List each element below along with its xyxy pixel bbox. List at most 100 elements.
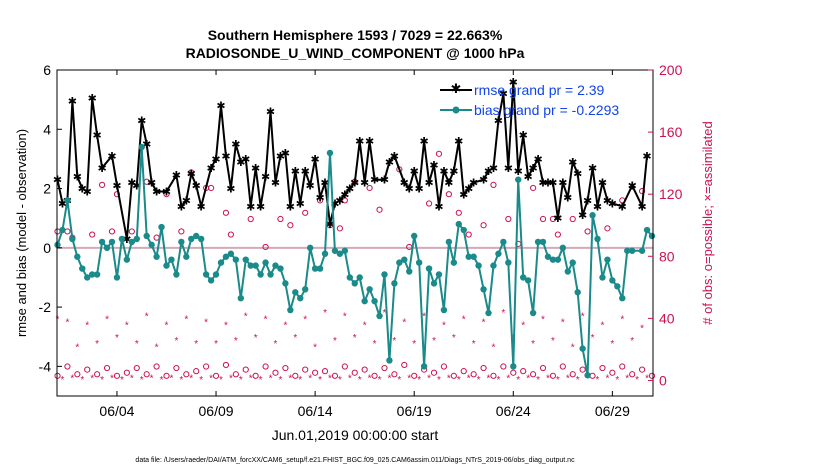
rmse-point: ✱ xyxy=(291,166,300,178)
obs-assimilated-marker: * xyxy=(65,317,69,328)
obs-assimilated-marker: * xyxy=(338,375,342,386)
rmse-point: ✱ xyxy=(504,163,513,175)
bias-point xyxy=(604,256,611,263)
bias-point xyxy=(465,253,472,260)
obs-possible-marker xyxy=(84,366,91,373)
rmse-point: ✱ xyxy=(350,178,359,190)
bias-point xyxy=(524,277,532,284)
obs-possible-marker xyxy=(609,369,616,376)
obs-assimilated-marker: * xyxy=(551,336,555,347)
bias-point xyxy=(470,253,477,260)
obs-assimilated-marker: * xyxy=(407,373,411,384)
obs-possible-marker xyxy=(331,372,339,379)
obs-assimilated-marker: * xyxy=(249,373,253,384)
obs-possible-marker xyxy=(247,215,254,223)
obs-assimilated-marker: * xyxy=(70,373,74,384)
bias-point xyxy=(460,226,467,234)
right-y-tick-label: 80 xyxy=(659,248,675,264)
legend-rmse-label: rmse grand pr = 2.39 xyxy=(474,82,605,98)
obs-assimilated-marker: * xyxy=(383,308,387,319)
rmse-point: ✱ xyxy=(182,195,191,207)
bias-point xyxy=(237,295,245,302)
obs-assimilated-marker: * xyxy=(610,339,614,350)
rmse-point: ✱ xyxy=(637,201,646,213)
obs-assimilated-marker: * xyxy=(145,311,149,322)
obs-assimilated-marker: * xyxy=(234,336,238,347)
obs-assimilated-marker: * xyxy=(561,317,565,328)
obs-assimilated-marker: * xyxy=(155,342,159,353)
left-y-tick-label: 2 xyxy=(43,181,51,197)
rmse-point: ✱ xyxy=(538,178,547,190)
rmse-point: ✱ xyxy=(68,96,77,108)
obs-assimilated-marker: * xyxy=(254,333,258,344)
obs-assimilated-marker: * xyxy=(298,375,302,386)
obs-possible-marker xyxy=(128,228,135,235)
bias-point xyxy=(272,262,279,269)
rmse-point: ✱ xyxy=(558,178,567,190)
obs-possible-marker xyxy=(401,361,408,369)
rmse-point: ✱ xyxy=(325,219,334,231)
obs-assimilated-marker: * xyxy=(274,339,278,350)
rmse-point: ✱ xyxy=(370,175,379,187)
legend-bias-marker xyxy=(452,106,460,114)
bias-point xyxy=(133,235,140,243)
rmse-point: ✱ xyxy=(281,148,290,160)
bias-point xyxy=(544,253,552,260)
obs-possible-marker xyxy=(579,366,586,373)
obs-possible-marker xyxy=(530,184,537,192)
obs-assimilated-marker: * xyxy=(635,375,639,386)
obs-assimilated-marker: * xyxy=(244,311,248,322)
bias-point xyxy=(351,280,358,287)
bias-point xyxy=(282,280,289,287)
obs-assimilated-marker: * xyxy=(501,308,505,319)
obs-assimilated-marker: * xyxy=(199,375,203,386)
rmse-point: ✱ xyxy=(241,154,250,166)
obs-possible-marker xyxy=(292,372,299,379)
bias-point xyxy=(158,223,165,231)
obs-possible-marker xyxy=(64,363,71,370)
obs-possible-marker xyxy=(450,372,457,379)
right-y-tick-label: 160 xyxy=(659,124,683,140)
bias-series xyxy=(54,143,656,379)
right-y-tick-label: 120 xyxy=(659,186,683,202)
obs-assimilated-marker: * xyxy=(630,336,634,347)
right-y-tick-label: 0 xyxy=(659,372,667,388)
rmse-point: ✱ xyxy=(405,184,414,196)
bias-point xyxy=(391,280,398,287)
obs-assimilated-marker: * xyxy=(343,311,347,322)
obs-assimilated-marker: * xyxy=(605,373,609,384)
bias-point xyxy=(599,274,606,281)
obs-assimilated-marker: * xyxy=(239,375,243,386)
bias-point xyxy=(287,306,294,314)
rmse-point: ✱ xyxy=(464,184,473,196)
obs-assimilated-marker: * xyxy=(506,373,510,384)
plot-frame xyxy=(56,69,654,397)
obs-assimilated-marker: * xyxy=(56,314,60,325)
bias-point xyxy=(163,262,170,269)
bias-point xyxy=(247,262,254,269)
obs-assimilated-marker: * xyxy=(209,373,213,384)
obs-assimilated-marker: * xyxy=(397,375,401,386)
obs-possible-marker xyxy=(371,372,378,379)
obs-possible-marker xyxy=(445,191,452,198)
rmse-point: ✱ xyxy=(410,166,419,178)
bias-point xyxy=(614,283,621,290)
obs-possible-marker xyxy=(178,228,185,235)
bias-point xyxy=(624,247,631,254)
obs-assimilated-marker: * xyxy=(402,317,406,328)
obs-assimilated-marker: * xyxy=(492,342,496,353)
obs-possible-marker xyxy=(113,372,121,379)
obs-assimilated-marker: * xyxy=(620,314,624,325)
rmse-point: ✱ xyxy=(553,213,562,225)
rmse-point: ✱ xyxy=(197,201,206,213)
chart-title-line-1: Southern Hemisphere 1593 / 7029 = 22.663… xyxy=(208,27,503,43)
obs-assimilated-marker: * xyxy=(531,339,535,350)
rmse-point: ✱ xyxy=(434,201,443,213)
rmse-point: ✱ xyxy=(360,178,369,190)
obs-assimilated-marker: * xyxy=(169,373,173,384)
obs-assimilated-marker: * xyxy=(615,375,619,386)
rmse-point: ✱ xyxy=(454,136,463,148)
right-y-axis-label: # of obs: o=possible; ×=assimilated xyxy=(700,121,715,324)
obs-possible-marker xyxy=(321,368,329,375)
obs-assimilated-marker: * xyxy=(174,336,178,347)
